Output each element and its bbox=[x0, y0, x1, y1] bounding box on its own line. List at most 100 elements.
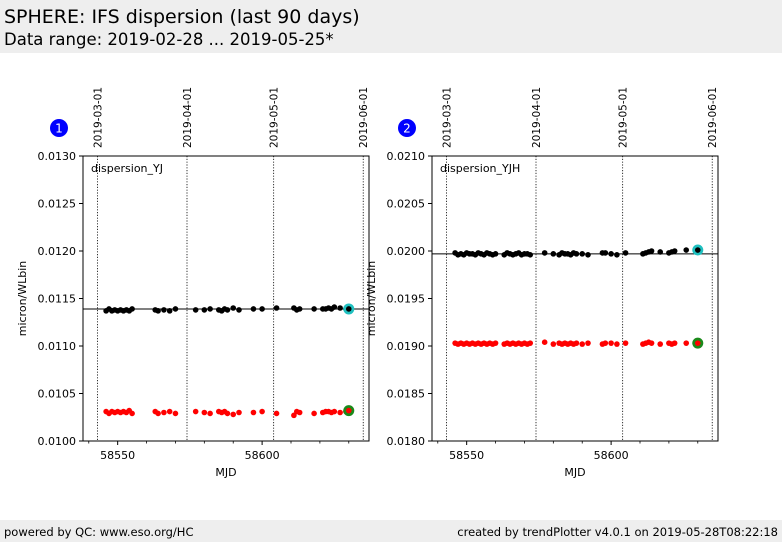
y-tick-label: 0.0180 bbox=[387, 435, 426, 448]
data-point-black bbox=[527, 252, 534, 258]
latest-point bbox=[345, 407, 352, 414]
data-point-red bbox=[648, 340, 655, 346]
data-point-red bbox=[311, 410, 317, 417]
data-point-red bbox=[129, 410, 135, 417]
data-point-red bbox=[550, 341, 557, 347]
x-tick-label: 58550 bbox=[100, 449, 135, 462]
x-tick-label: 58550 bbox=[449, 449, 484, 462]
data-point-red bbox=[622, 340, 629, 346]
data-point-black bbox=[648, 248, 655, 254]
page-title: SPHERE: IFS dispersion (last 90 days) bbox=[4, 6, 360, 28]
y-tick-label: 0.0125 bbox=[38, 198, 77, 211]
data-point-black bbox=[573, 251, 580, 257]
plot-frame bbox=[431, 155, 719, 442]
date-tick-label: 2019-04-01 bbox=[182, 87, 194, 148]
data-point-black bbox=[622, 250, 629, 256]
data-point-red bbox=[492, 340, 499, 346]
x-tick-label: 58600 bbox=[245, 449, 280, 462]
plot-frame bbox=[82, 155, 370, 442]
y-tick-label: 0.0115 bbox=[38, 293, 77, 306]
y-tick-label: 0.0185 bbox=[387, 388, 426, 401]
y-axis-label: micron/WLbin bbox=[16, 261, 29, 337]
data-point-black bbox=[541, 250, 548, 256]
data-point-black bbox=[331, 304, 338, 310]
data-point-red bbox=[541, 339, 548, 346]
data-point-red bbox=[573, 340, 580, 346]
data-point-black bbox=[337, 305, 343, 311]
data-point-black bbox=[259, 306, 265, 312]
data-point-black bbox=[602, 250, 609, 256]
data-point-red bbox=[172, 410, 179, 417]
y-tick-label: 0.0105 bbox=[38, 388, 77, 401]
panel-number-label: 2 bbox=[403, 122, 411, 136]
latest-point bbox=[345, 306, 352, 312]
header-bar: SPHERE: IFS dispersion (last 90 days) Da… bbox=[0, 0, 782, 53]
y-tick-label: 0.0130 bbox=[38, 150, 77, 163]
data-point-red bbox=[201, 409, 208, 416]
data-point-red bbox=[683, 340, 690, 346]
data-point-black bbox=[550, 251, 557, 257]
data-point-red bbox=[250, 409, 257, 416]
data-point-black bbox=[192, 307, 199, 313]
date-tick-label: 2019-05-01 bbox=[269, 87, 281, 148]
data-point-red bbox=[602, 340, 609, 346]
x-axis-label: MJD bbox=[215, 466, 236, 479]
panel-number-badge bbox=[398, 119, 416, 137]
data-point-black bbox=[201, 307, 208, 313]
y-tick-label: 0.0210 bbox=[387, 150, 426, 163]
y-tick-label: 0.0100 bbox=[38, 435, 77, 448]
data-point-red bbox=[291, 412, 297, 419]
data-point-black bbox=[579, 251, 586, 257]
date-tick-label: 2019-05-01 bbox=[618, 87, 630, 148]
date-tick-label: 2019-03-01 bbox=[92, 87, 104, 148]
data-point-red bbox=[671, 340, 678, 346]
chart-panel-2: 2019-03-01 2019-04-01 2019-05-01 2019-06-01… bbox=[365, 87, 719, 479]
data-point-black bbox=[230, 305, 237, 311]
plots-area: 2019-03-01 2019-04-01 2019-05-01 2019-06-01… bbox=[16, 87, 719, 479]
data-point-black bbox=[161, 307, 167, 313]
y-tick-label: 0.0205 bbox=[387, 198, 426, 211]
data-point-black bbox=[273, 305, 280, 311]
data-point-black bbox=[296, 306, 303, 312]
data-point-red bbox=[236, 409, 242, 416]
data-point-black bbox=[129, 306, 135, 312]
data-point-red bbox=[273, 410, 280, 417]
data-point-black bbox=[172, 306, 179, 312]
x-axis-label: MJD bbox=[564, 466, 585, 479]
date-tick-label: 2019-06-01 bbox=[707, 87, 719, 148]
y-tick-label: 0.0195 bbox=[387, 293, 426, 306]
data-point-red bbox=[527, 340, 534, 346]
data-point-black bbox=[585, 252, 591, 258]
data-point-red bbox=[192, 408, 199, 415]
data-point-black bbox=[236, 307, 242, 313]
data-point-red bbox=[331, 408, 338, 415]
data-range-subtitle: Data range: 2019-02-28 ... 2019-05-25* bbox=[4, 30, 334, 49]
y-tick-label: 0.0190 bbox=[387, 340, 426, 353]
date-tick-label: 2019-04-01 bbox=[531, 87, 543, 148]
parameter-label: dispersion_YJ bbox=[91, 162, 163, 175]
data-point-red bbox=[608, 340, 614, 346]
data-point-black bbox=[608, 251, 614, 257]
panel-number-label: 1 bbox=[55, 122, 63, 136]
panel-number-badge bbox=[50, 119, 68, 137]
data-point-black bbox=[166, 308, 173, 314]
date-tick-label: 2019-03-01 bbox=[441, 87, 453, 148]
data-point-red bbox=[259, 408, 265, 415]
data-point-red bbox=[166, 408, 173, 415]
data-point-black bbox=[657, 249, 664, 255]
data-point-red bbox=[224, 410, 231, 417]
latest-point bbox=[694, 247, 701, 253]
date-tick-label: 2019-06-01 bbox=[358, 87, 370, 148]
data-point-black bbox=[671, 248, 678, 254]
data-point-red bbox=[337, 409, 343, 416]
parameter-label: dispersion_YJH bbox=[440, 162, 520, 175]
data-point-red bbox=[614, 341, 620, 347]
data-point-black bbox=[683, 247, 690, 253]
latest-point bbox=[694, 340, 701, 346]
data-point-black bbox=[311, 306, 317, 312]
footer-created-by: created by trendPlotter v4.0.1 on 2019-0… bbox=[457, 525, 778, 539]
footer-powered-by: powered by QC: www.eso.org/HC bbox=[4, 525, 194, 539]
data-point-black bbox=[224, 307, 231, 313]
y-tick-label: 0.0120 bbox=[38, 245, 77, 258]
footer-bar: powered by QC: www.eso.org/HC created by… bbox=[0, 520, 782, 542]
